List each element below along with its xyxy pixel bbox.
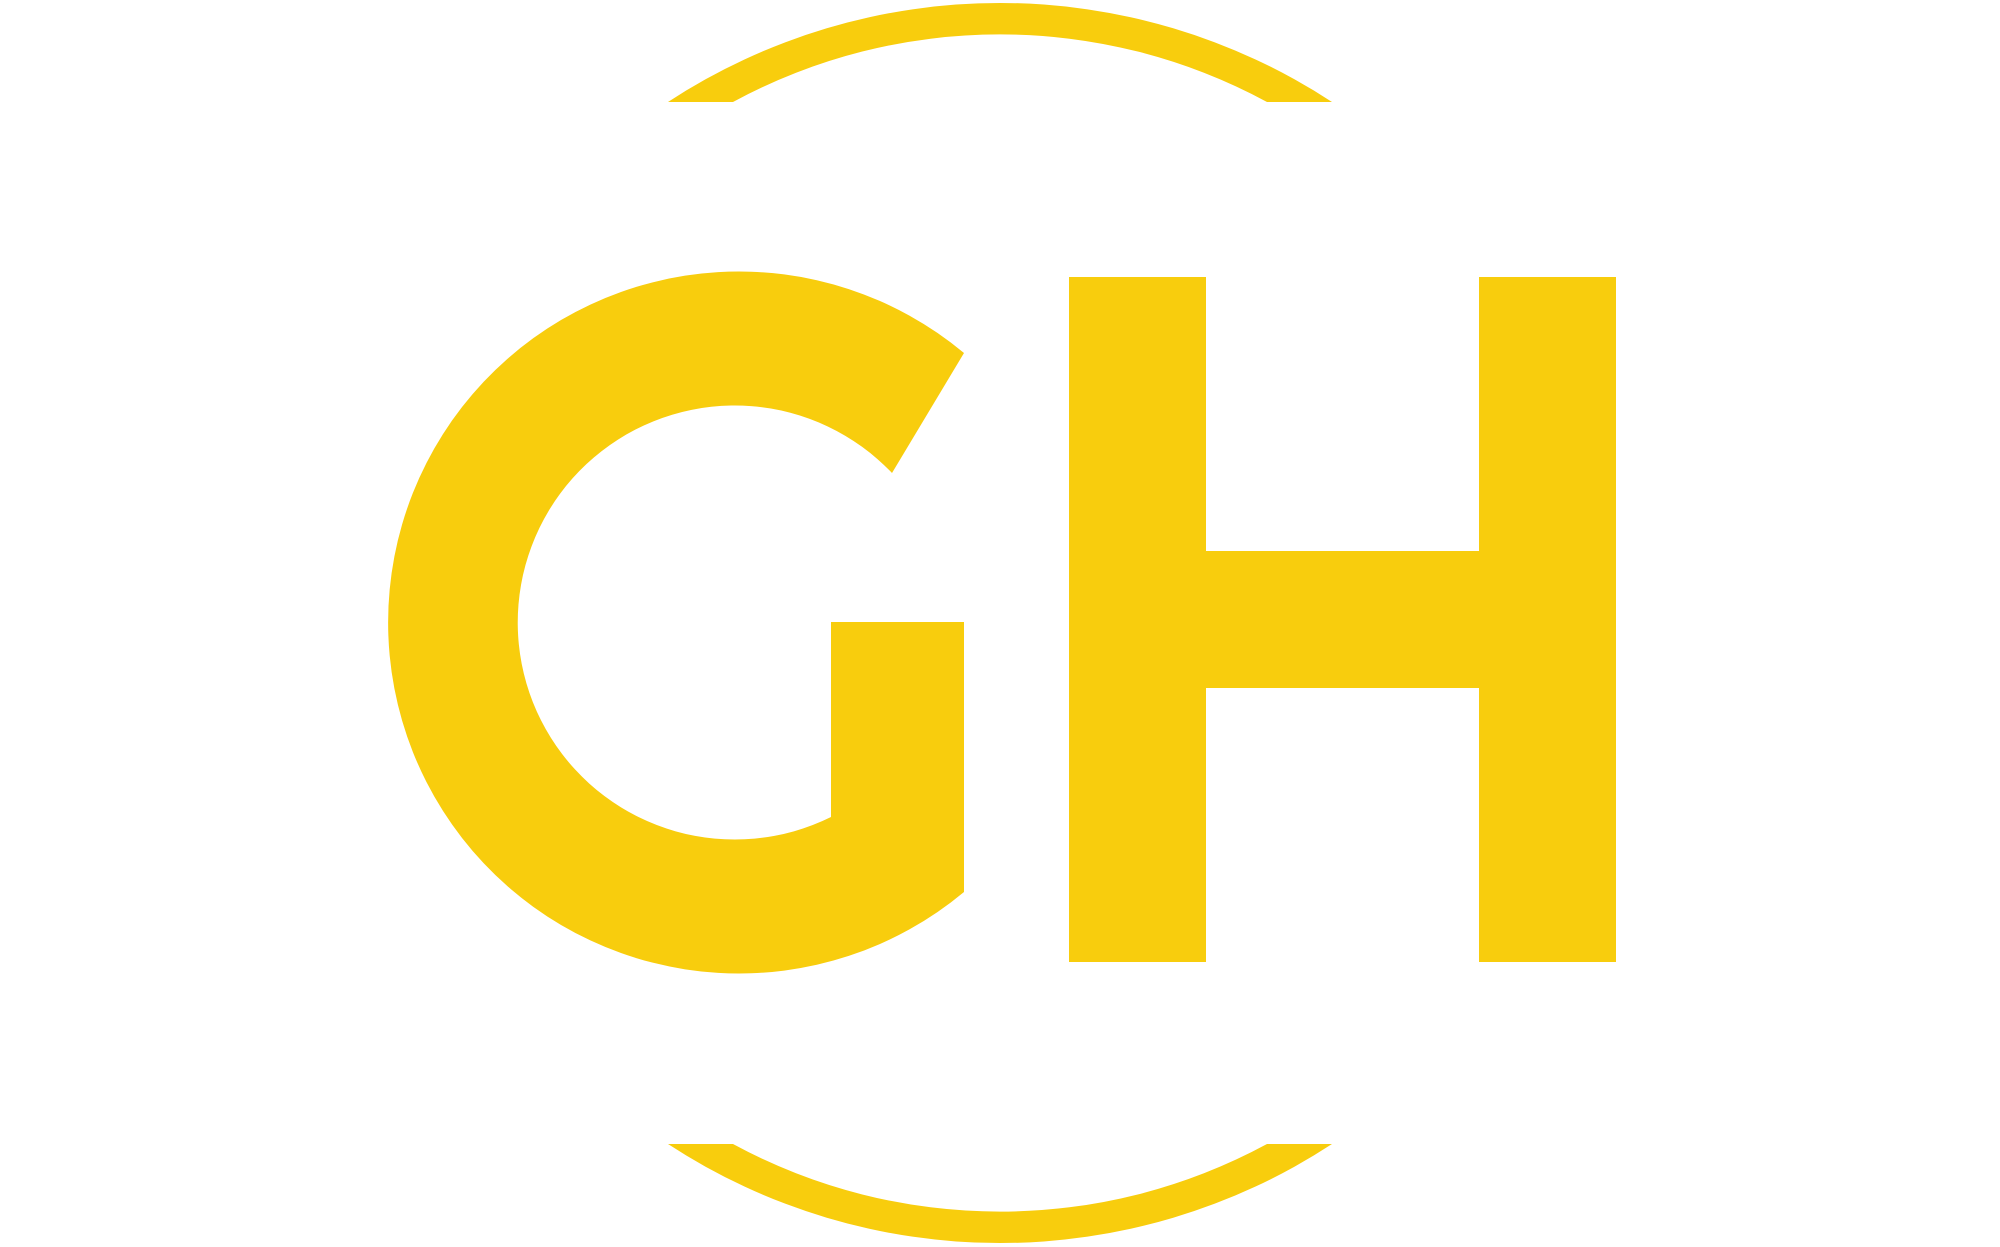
ring-arc-top xyxy=(668,2,1332,102)
letter-h xyxy=(1069,277,1616,962)
letter-g xyxy=(388,271,964,974)
ring-arc-bottom xyxy=(668,1144,1332,1244)
